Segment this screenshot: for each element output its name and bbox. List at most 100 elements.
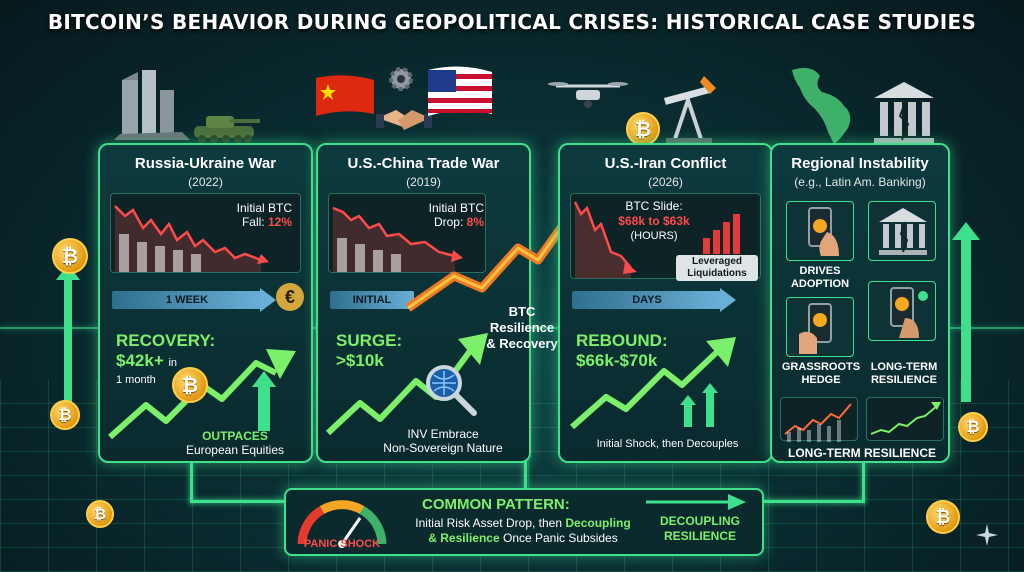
recovery-period: 1 month bbox=[116, 374, 156, 386]
ruins-icon bbox=[114, 70, 190, 140]
embrace-label: INV Embrace Non-Sovereign Nature bbox=[358, 427, 528, 455]
bitcoin-coin-icon: ₿ bbox=[926, 500, 960, 534]
outpaces-title: OUTPACES bbox=[202, 429, 268, 443]
up-arrow-icon bbox=[56, 264, 80, 404]
magnifier-icon bbox=[426, 365, 477, 416]
drop-line-chart bbox=[332, 206, 463, 272]
recovery-title: RECOVERY: bbox=[116, 331, 216, 350]
slide-period: (HOURS) bbox=[630, 230, 678, 242]
bank-icon bbox=[879, 208, 927, 255]
timeline-label: INITIAL bbox=[352, 294, 392, 306]
card-title: U.S.-China Trade War bbox=[347, 155, 500, 172]
rebound-title: REBOUND: bbox=[576, 331, 668, 350]
liquidations-line2: Liquidations bbox=[687, 268, 747, 279]
liquidations-line1: Leveraged bbox=[691, 256, 743, 267]
outpaces-label: OUTPACES European Equities bbox=[160, 429, 310, 457]
drop-value: 12% bbox=[267, 215, 292, 229]
gear-icon bbox=[389, 67, 413, 91]
drop-label: Initial BTC Drop: 8% bbox=[400, 201, 484, 229]
usa-flag-icon bbox=[428, 66, 492, 116]
drop-chart-panel bbox=[328, 193, 486, 273]
bitcoin-coin-icon: ₿ bbox=[172, 367, 208, 403]
pattern-text-c: & Resilience bbox=[428, 531, 500, 545]
connector-line bbox=[764, 500, 864, 503]
timeline-label: DAYS bbox=[632, 294, 662, 306]
liquidations-badge: Leveraged Liquidations bbox=[676, 255, 758, 281]
bitcoin-coin-icon: ₿ bbox=[50, 400, 80, 430]
bitcoin-coin-icon: ₿ bbox=[626, 112, 660, 146]
card-subtitle: (2019) bbox=[406, 175, 441, 189]
surge-value: >$10k bbox=[336, 351, 384, 370]
oil-pump-icon bbox=[664, 76, 716, 143]
tile-long-term-resilience bbox=[868, 281, 936, 341]
slide-title: BTC Slide: bbox=[625, 199, 683, 213]
recovery-value: $42k+ in bbox=[116, 351, 177, 373]
resilience-line3: & Recovery bbox=[486, 336, 558, 351]
resilience-line1: BTC bbox=[508, 304, 536, 319]
drop-label-line2: Drop: bbox=[433, 215, 464, 229]
mini-line-chart bbox=[784, 403, 852, 442]
tile-bank bbox=[868, 201, 936, 261]
card-subtitle: (e.g., Latin Am. Banking) bbox=[794, 175, 926, 189]
page-title: BITCOIN’S BEHAVIOR DURING GEOPOLITICAL C… bbox=[47, 10, 977, 34]
tank-icon bbox=[194, 116, 260, 143]
recovery-in: in bbox=[168, 357, 178, 369]
rebound-arrow bbox=[570, 337, 736, 430]
embrace-line1: INV Embrace bbox=[407, 427, 479, 441]
common-pattern-title: COMMON PATTERN: bbox=[422, 496, 570, 513]
case-card-regional: Regional Instability (e.g., Latin Am. Ba… bbox=[770, 143, 950, 463]
drop-value: 8% bbox=[466, 215, 484, 229]
card-title: U.S.-Iran Conflict bbox=[604, 155, 727, 172]
drop-label-line1: Initial BTC bbox=[428, 201, 484, 215]
tile-label: LONG-TERM RESILIENCE bbox=[870, 361, 938, 386]
pattern-text-b: Decoupling bbox=[565, 516, 631, 530]
slide-value: $68k to $63k bbox=[618, 214, 690, 228]
long-term-resilience-footer: LONG-TERM RESILIENCE bbox=[787, 446, 936, 460]
surge-title: SURGE: bbox=[336, 331, 403, 350]
timeline-bar: INITIAL bbox=[330, 291, 414, 309]
pattern-text-d: Once Panic Subsides bbox=[502, 531, 618, 545]
drop-label-line1: Initial BTC bbox=[236, 201, 292, 215]
bitcoin-coin-icon: ₿ bbox=[52, 238, 88, 274]
card-subtitle: (2026) bbox=[648, 175, 683, 189]
phone-icon bbox=[890, 287, 928, 338]
rebound-value: $66k-$70k bbox=[576, 351, 658, 370]
drop-chart-panel bbox=[110, 193, 301, 273]
card-title: Regional Instability bbox=[791, 155, 929, 172]
card-subtitle: (2022) bbox=[188, 175, 223, 189]
case-card-us-iran: U.S.-Iran Conflict (2026) BTC Slide: $68… bbox=[558, 143, 773, 463]
timeline-arrow-icon bbox=[720, 288, 736, 312]
connector-line bbox=[190, 500, 286, 503]
slide-label: BTC Slide: $68k to $63k (HOURS) bbox=[594, 199, 714, 244]
bank-icon bbox=[874, 82, 934, 144]
common-pattern-text: Initial Risk Asset Drop, then Decoupling… bbox=[398, 516, 648, 546]
tile-label: GRASSROOTS HEDGE bbox=[781, 361, 861, 386]
bitcoin-coin-icon: ₿ bbox=[958, 412, 988, 442]
drop-line-chart bbox=[573, 201, 740, 278]
timeline-label: 1 WEEK bbox=[165, 294, 209, 306]
embrace-line2: Non-Sovereign Nature bbox=[383, 441, 503, 455]
mini-chart-panel bbox=[866, 397, 944, 441]
handshake-icon bbox=[376, 110, 432, 130]
decoupling-resilience-label: DECOUPLING RESILIENCE bbox=[648, 514, 752, 544]
mini-line-chart bbox=[870, 402, 941, 435]
decouples-label: Initial Shock, then Decouples bbox=[596, 438, 739, 450]
drone-icon bbox=[548, 82, 628, 108]
timeline-arrow-icon bbox=[260, 288, 276, 312]
timeline-bar: DAYS bbox=[572, 291, 722, 309]
tile-drives-adoption bbox=[786, 201, 854, 261]
drop-label: Initial BTC Fall: 12% bbox=[202, 201, 292, 229]
case-card-us-china: U.S.-China Trade War (2019) Initial BTC … bbox=[316, 143, 531, 463]
drop-chart-panel bbox=[570, 193, 761, 279]
drop-line-chart bbox=[114, 205, 269, 272]
phone-icon bbox=[799, 303, 832, 354]
common-pattern-box: PANIC SHOCK COMMON PATTERN: Initial Risk… bbox=[284, 488, 764, 556]
mini-chart-panel bbox=[780, 397, 858, 442]
china-flag-icon bbox=[316, 75, 374, 116]
recovery-amount: $42k+ bbox=[116, 351, 164, 370]
bitcoin-coin-icon: ₿ bbox=[86, 500, 114, 528]
timeline-bar: 1 WEEK bbox=[112, 291, 262, 309]
decoupling-arrow-icon bbox=[646, 494, 746, 510]
decoupling-line1: DECOUPLING bbox=[659, 514, 740, 528]
resilience-line2: Resilience bbox=[489, 320, 555, 335]
